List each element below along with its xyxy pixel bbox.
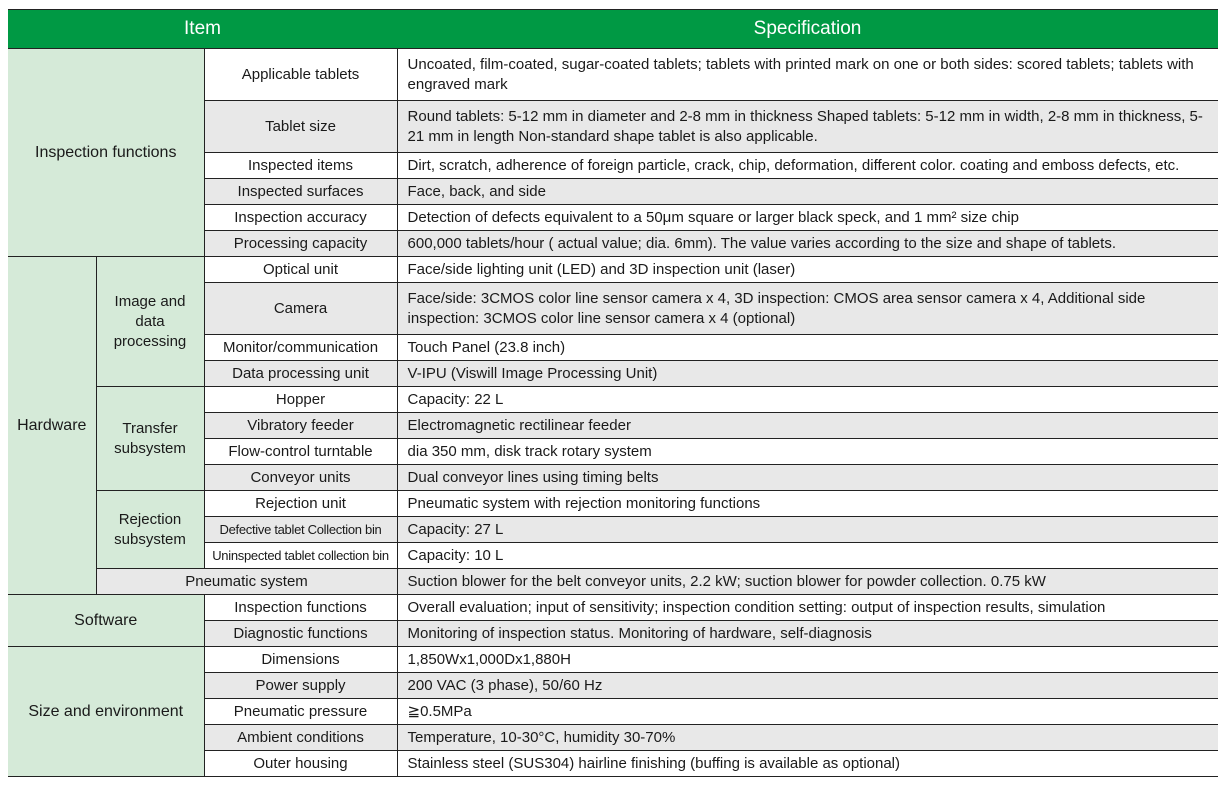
spec-cell: Dirt, scratch, adherence of foreign part… [396,152,1218,179]
table-row: Monitor/communication Touch Panel (23.8 i… [8,334,1218,361]
table-row: Ambient conditions Temperature, 10-30°C, … [8,724,1218,751]
spec-cell: Pneumatic system with rejection monitori… [396,490,1218,517]
item-cell: Tablet size [204,100,398,153]
spec-cell: Detection of defects equivalent to a 50μ… [396,204,1218,231]
spec-table: Item Specification Inspection functions A… [8,9,1218,777]
table-row: Outer housing Stainless steel (SUS304) ha… [8,750,1218,777]
table-row: Data processing unit V-IPU (Viswill Image… [8,360,1218,387]
item-cell: Inspected items [204,152,398,179]
item-cell: Inspected surfaces [204,178,398,205]
spec-cell: dia 350 mm, disk track rotary system [396,438,1218,465]
table-row: Hardware Image and data processing Optical… [8,256,1218,595]
item-cell: Defective tablet Collection bin [204,516,398,543]
spec-cell: 600,000 tablets/hour ( actual value; dia… [396,230,1218,257]
spec-cell: Dual conveyor lines using timing belts [396,464,1218,491]
subgroup-label: Transfer subsystem [96,386,205,491]
table-row: Inspected surfaces Face, back, and side [8,178,1218,205]
table-row: Transfer subsystem Hopper Capacity: 22 L [8,386,1218,491]
section-label: Inspection functions [8,48,205,257]
spec-cell: Overall evaluation; input of sensitivity… [396,594,1218,621]
table-row: Vibratory feeder Electromagnetic rectilin… [8,412,1218,439]
item-cell: Ambient conditions [204,724,398,751]
spec-cell: Face/side: 3CMOS color line sensor camer… [396,282,1218,335]
spec-cell: 200 VAC (3 phase), 50/60 Hz [396,672,1218,699]
item-cell: Uninspected tablet collection bin [204,542,398,569]
spec-cell: Capacity: 22 L [396,386,1218,413]
spec-cell: Touch Panel (23.8 inch) [396,334,1218,361]
spec-cell: Capacity: 10 L [396,542,1218,569]
table-row: Inspection accuracy Detection of defects … [8,204,1218,231]
spec-cell: Capacity: 27 L [396,516,1218,543]
spec-cell: Round tablets: 5-12 mm in diameter and 2… [396,100,1218,153]
item-cell: Processing capacity [204,230,398,257]
table-row: Pneumatic system Suction blower for the b… [8,568,1218,595]
table-row: Size and environment Dimensions 1,850Wx1,0… [8,646,1218,777]
spec-cell: Electromagnetic rectilinear feeder [396,412,1218,439]
item-cell: Pneumatic pressure [204,698,398,725]
table-row: Inspection functions Applicable tablets Un… [8,48,1218,257]
item-cell: Hopper [203,386,398,413]
subgroup-label: Rejection subsystem [96,490,205,569]
spec-cell: Face, back, and side [396,178,1218,205]
item-cell: Pneumatic system [96,568,398,595]
spec-cell: Uncoated, film-coated, sugar-coated tabl… [396,48,1218,101]
table-header: Item Specification [8,9,1218,49]
item-cell: Vibratory feeder [204,412,398,439]
item-cell: Camera [204,282,398,335]
item-cell: Diagnostic functions [204,620,398,647]
table-row: Camera Face/side: 3CMOS color line sensor… [8,282,1218,335]
spec-cell: Stainless steel (SUS304) hairline finish… [396,750,1218,777]
table-row: Inspected items Dirt, scratch, adherence … [8,152,1218,179]
item-cell: Rejection unit [203,490,398,517]
spec-cell: 1,850Wx1,000Dx1,880H [396,646,1218,673]
spec-cell: Temperature, 10-30°C, humidity 30-70% [396,724,1218,751]
item-cell: Applicable tablets [203,48,398,101]
spec-cell: V-IPU (Viswill Image Processing Unit) [396,360,1218,387]
spec-cell: Suction blower for the belt conveyor uni… [396,568,1218,595]
spec-cell: Face/side lighting unit (LED) and 3D ins… [396,256,1218,283]
table-row: Software Inspection functions Overall eval… [8,594,1218,647]
item-cell: Optical unit [203,256,398,283]
item-cell: Conveyor units [204,464,398,491]
table-row: Uninspected tablet collection bin Capacit… [8,542,1218,569]
table-row: Diagnostic functions Monitoring of inspec… [8,620,1218,647]
table-row: Conveyor units Dual conveyor lines using … [8,464,1218,491]
table-row: Power supply 200 VAC (3 phase), 50/60 Hz [8,672,1218,699]
spec-cell: ≧0.5MPa [396,698,1218,725]
table-row: Rejection subsystem Rejection unit Pneumat… [8,490,1218,569]
item-cell: Outer housing [204,750,398,777]
item-cell: Inspection functions [203,594,398,621]
section-label: Hardware [8,256,97,595]
item-cell: Dimensions [203,646,398,673]
header-item: Item [8,9,398,49]
section-label: Software [8,594,205,647]
item-cell: Power supply [204,672,398,699]
item-cell: Inspection accuracy [204,204,398,231]
item-cell: Monitor/communication [204,334,398,361]
table-row: Tablet size Round tablets: 5-12 mm in dia… [8,100,1218,153]
subgroup-label: Image and data processing [95,256,205,387]
item-cell: Data processing unit [204,360,398,387]
header-specification: Specification [397,9,1218,49]
item-cell: Flow-control turntable [204,438,398,465]
spec-cell: Monitoring of inspection status. Monitor… [396,620,1218,647]
section-label: Size and environment [8,646,205,777]
table-row: Processing capacity 600,000 tablets/hour … [8,230,1218,257]
